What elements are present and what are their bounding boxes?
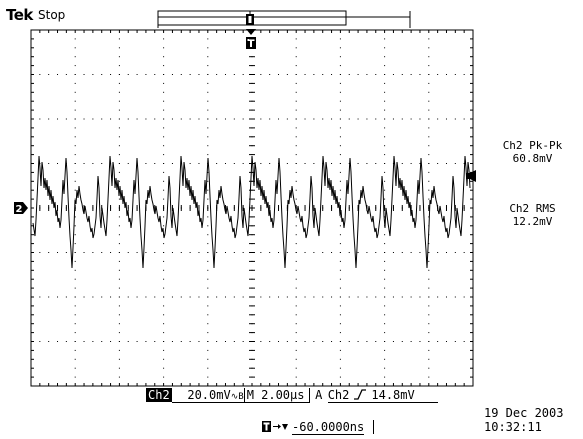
time-readout: 10:32:11 [484, 420, 542, 434]
trigger-level-marker-icon[interactable] [466, 170, 476, 182]
graticule-grid [30, 29, 474, 387]
timebase-setting[interactable]: M 2.00µs [244, 388, 310, 403]
rising-edge-icon [354, 389, 367, 400]
volts-per-div[interactable]: 20.0mV∿B [171, 388, 245, 403]
measurement-pkpk-label: Ch2 Pk-Pk [502, 139, 563, 152]
record-trigger-point-icon [246, 14, 254, 25]
date-readout: 19 Dec 2003 [484, 406, 564, 420]
channel-label[interactable]: Ch2 [146, 388, 172, 402]
measurement-rms-label: Ch2 RMS [509, 202, 556, 215]
status-bar: Ch2 20.0mV∿B M 2.00µs A Ch2 14.8mV [146, 388, 438, 403]
record-view-bar [157, 10, 411, 28]
trigger-position-readout[interactable]: -60.0000ns [262, 420, 375, 435]
svg-text:2: 2 [16, 204, 23, 215]
trigger-mode: A [315, 388, 323, 402]
trigger-position-icon [262, 421, 288, 432]
measurement-pkpk-value: 60.8mV [512, 152, 553, 165]
measurement-rms-value: 12.2mV [512, 215, 553, 228]
brand-logo: Tek [6, 6, 33, 24]
ch2-waveform [32, 155, 471, 269]
acquisition-state: Stop [38, 8, 66, 22]
bandwidth-limit-icon: ∿B [230, 392, 244, 402]
channel-2-ground-marker[interactable]: 2 [14, 202, 28, 215]
trigger-setting[interactable]: Ch2 14.8mV [327, 388, 438, 403]
